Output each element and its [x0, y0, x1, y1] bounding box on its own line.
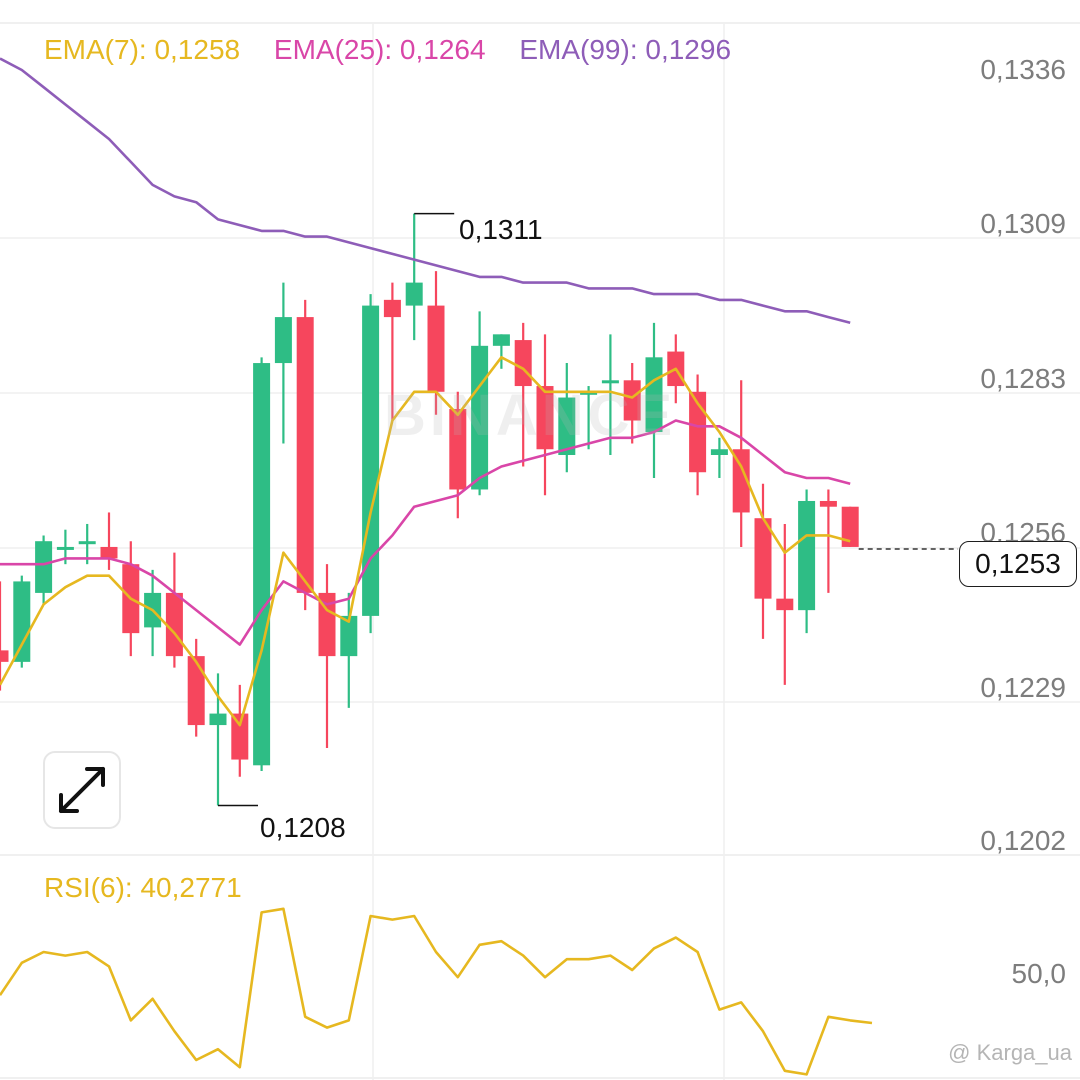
- author-credit: @ Karga_ua: [948, 1040, 1072, 1065]
- candle-body: [776, 598, 794, 611]
- candle-body: [732, 449, 750, 513]
- high-price-annotation: 0,1311: [459, 214, 543, 245]
- expand-arrows-icon: [59, 767, 105, 813]
- candle-body: [296, 317, 314, 593]
- ema99-line: [0, 57, 851, 325]
- candle-body: [405, 282, 423, 306]
- candle-body: [0, 650, 9, 662]
- candle-body: [318, 592, 336, 657]
- price-tick: 0,1229: [980, 672, 1066, 703]
- candle-body: [558, 397, 576, 455]
- candle-body: [78, 541, 96, 545]
- candle-body: [383, 299, 401, 318]
- candle-body: [601, 380, 619, 384]
- ema25-label: EMA(25): 0,1264: [273, 34, 486, 65]
- candle-body: [100, 546, 118, 559]
- ema99-label: EMA(99): 0,1296: [519, 34, 732, 65]
- price-tick: 0,1336: [980, 54, 1066, 85]
- candle-body: [798, 500, 816, 611]
- candle-body: [56, 546, 74, 550]
- candle-body: [165, 592, 183, 657]
- rsi-line: [0, 907, 873, 1076]
- candle-body: [754, 518, 772, 599]
- ema7-label: EMA(7): 0,1258: [44, 34, 241, 65]
- candle-body: [514, 340, 532, 387]
- candle-body: [689, 391, 707, 473]
- candle-body: [274, 317, 292, 364]
- candle-body: [623, 380, 641, 421]
- candle-body: [35, 541, 53, 593]
- rsi-legend: RSI(6): 40,2771: [44, 872, 242, 903]
- current-price-label: 0,1253: [959, 541, 1077, 587]
- candle-body: [819, 500, 837, 507]
- candle-body: [449, 409, 467, 490]
- ema-legend: EMA(7): 0,1258 EMA(25): 0,1264 EMA(99): …: [44, 34, 757, 66]
- ema7-line: [0, 355, 851, 727]
- rsi-tick: 50,0: [1011, 958, 1067, 989]
- candle-body: [580, 391, 598, 395]
- candle-body: [187, 656, 205, 726]
- candle-body: [231, 713, 249, 760]
- candle-body: [492, 334, 510, 346]
- candle-body: [13, 581, 31, 662]
- candle-body: [536, 386, 554, 450]
- candle-body: [710, 449, 728, 455]
- low-price-annotation: 0,1208: [260, 812, 346, 843]
- candle-body: [645, 357, 663, 433]
- candle-body: [427, 305, 445, 392]
- candle-body: [253, 363, 271, 766]
- price-tick: 0,1283: [980, 363, 1066, 394]
- candle-body: [841, 506, 859, 547]
- price-tick: 0,1202: [980, 825, 1066, 856]
- price-tick: 0,1309: [980, 208, 1066, 239]
- candle-body: [340, 615, 358, 657]
- expand-button[interactable]: [43, 751, 121, 829]
- binance-watermark: BINANCE: [384, 383, 677, 448]
- candle-body: [209, 713, 227, 726]
- ema25-line: [0, 419, 851, 646]
